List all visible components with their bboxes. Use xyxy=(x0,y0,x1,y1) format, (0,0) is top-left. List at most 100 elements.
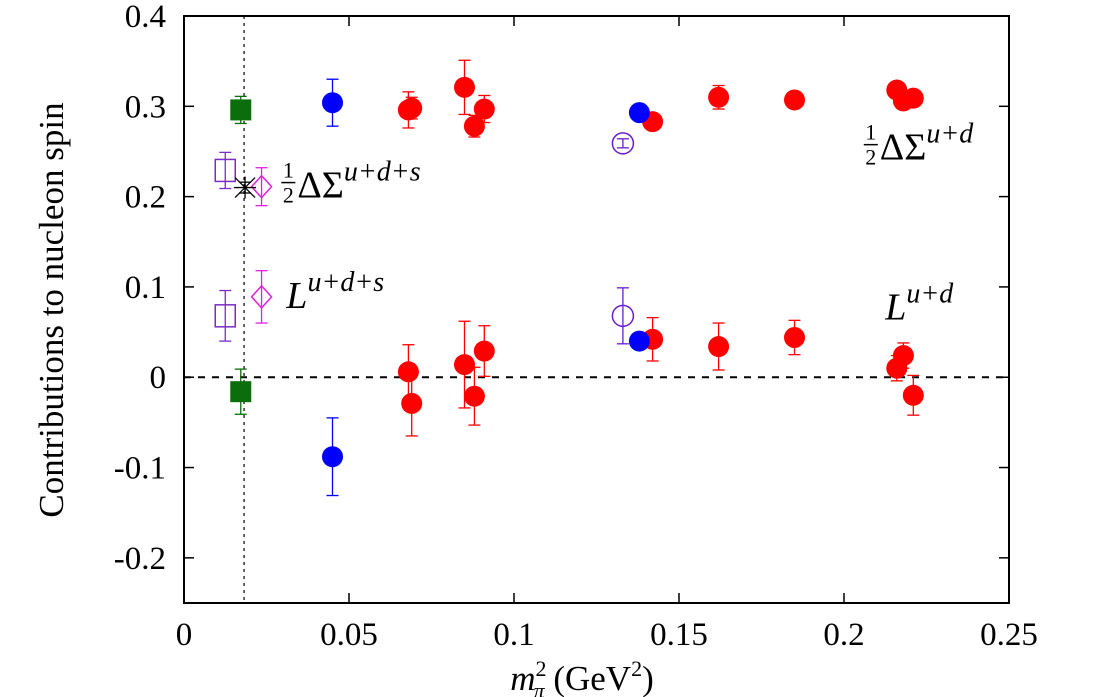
marker-circle xyxy=(708,86,730,108)
y-tick-label: -0.1 xyxy=(114,451,166,487)
marker-circle xyxy=(397,361,419,383)
data-point xyxy=(708,84,730,110)
annotation-superscript: u+d xyxy=(926,119,974,150)
fraction-numerator: 1 xyxy=(865,120,876,145)
data-point xyxy=(611,287,635,345)
marker-circle xyxy=(463,385,485,407)
annotation-text: Lu+d xyxy=(884,279,954,329)
data-point xyxy=(454,59,475,116)
data-point xyxy=(628,102,650,124)
x-axis: 0 0.05 0.1 0.15 0.2 0.25 xyxy=(176,16,1038,653)
data-point xyxy=(322,417,343,497)
data-point xyxy=(401,96,423,120)
plot-border xyxy=(183,15,1010,604)
series-magenta-open-diamonds xyxy=(250,167,273,324)
y-tick-label: 0 xyxy=(150,360,167,396)
data-point xyxy=(628,330,650,352)
x-axis-title-units: (GeV xyxy=(545,659,632,697)
marker-star-d2 xyxy=(234,177,256,199)
series-green-filled-squares xyxy=(230,95,252,415)
data-point xyxy=(463,114,485,138)
x-axis-title-sup: 2 xyxy=(536,656,547,681)
data-point xyxy=(892,342,914,369)
annotation-main: ΔΣ xyxy=(297,165,344,207)
annotation-main: L xyxy=(884,287,906,329)
fraction-denominator: 2 xyxy=(283,183,294,208)
data-point xyxy=(784,319,805,356)
data-point xyxy=(902,87,924,109)
annotation-label: 12 ΔΣu+d+s xyxy=(281,157,421,208)
data-point xyxy=(230,95,252,125)
data-point xyxy=(708,322,730,371)
x-tick-label: 0.25 xyxy=(980,617,1038,653)
data-point xyxy=(473,325,495,377)
data-point xyxy=(322,78,343,127)
x-axis-title-base: m xyxy=(510,659,535,697)
marker-circle xyxy=(322,92,343,114)
annotation-main: L xyxy=(285,275,307,317)
x-tick-label: 0.15 xyxy=(650,617,708,653)
annotation-main: ΔΣ xyxy=(880,127,927,169)
marker-circle xyxy=(628,330,650,352)
y-tick-label: 0.1 xyxy=(125,270,166,306)
marker-circle xyxy=(708,336,730,358)
data-point xyxy=(214,151,236,190)
annotation-label: Lu+d xyxy=(884,279,954,329)
annotation-label: Lu+d+s xyxy=(285,267,384,317)
y-axis: -0.2 -0.1 0 0.1 0.2 0.3 0.4 xyxy=(114,0,1009,577)
marker-circle xyxy=(902,384,924,406)
marker-circle xyxy=(463,115,485,137)
marker-circle xyxy=(322,446,343,468)
data-point xyxy=(214,289,236,342)
marker-circle xyxy=(784,326,805,348)
marker-square xyxy=(230,381,252,403)
annotation-superscript: u+d xyxy=(906,279,954,310)
marker-circle xyxy=(902,87,924,109)
data-point xyxy=(463,366,485,426)
series-blue-filled-circles xyxy=(322,78,650,497)
data-point xyxy=(784,89,805,111)
marker-square xyxy=(230,99,252,121)
data-point xyxy=(454,320,475,409)
x-axis-title: m2 π (GeV2) xyxy=(510,656,653,697)
annotation-superscript: u+d+s xyxy=(344,157,421,188)
series-purple-open-circles xyxy=(611,132,635,345)
x-axis-title-units-sup: 2 xyxy=(631,656,642,681)
fraction-numerator: 1 xyxy=(283,158,294,183)
annotation-superscript: u+d+s xyxy=(307,267,384,298)
data-point xyxy=(397,344,419,400)
x-tick-label: 0.05 xyxy=(320,617,378,653)
marker-circle xyxy=(473,98,495,120)
annotations: 12 ΔΣu+d+sLu+d+s12 ΔΣu+dLu+d xyxy=(281,119,974,329)
y-tick-label: 0.3 xyxy=(125,89,166,125)
annotation-label: 12 ΔΣu+d xyxy=(863,119,974,170)
x-axis-title-sub: π xyxy=(534,678,546,697)
x-tick-label: 0 xyxy=(176,617,193,653)
marker-circle xyxy=(454,354,475,376)
marker-open-circle xyxy=(611,304,635,328)
marker-open-square xyxy=(214,158,236,183)
annotation-text: ΔΣu+d xyxy=(880,119,974,169)
annotation-text: ΔΣu+d+s xyxy=(297,157,420,207)
y-axis-title: Contributions to nucleon spin xyxy=(32,102,71,517)
marker-circle xyxy=(473,340,495,362)
x-tick-label: 0.2 xyxy=(823,617,864,653)
marker-open-square xyxy=(214,304,236,328)
marker-circle xyxy=(892,345,914,367)
data-point xyxy=(401,370,423,437)
marker-open-circle xyxy=(611,132,635,155)
data-point xyxy=(234,176,257,199)
plot-frame xyxy=(183,15,1010,604)
fraction-denominator: 2 xyxy=(865,145,876,170)
reference-lines xyxy=(184,16,1009,603)
series-purple-open-squares xyxy=(214,151,236,342)
y-tick-label: 0.2 xyxy=(125,180,166,216)
marker-open-diamond xyxy=(250,284,273,309)
data-point xyxy=(250,167,273,207)
marker-circle xyxy=(454,76,475,98)
y-tick-label: -0.2 xyxy=(114,541,166,577)
marker-circle xyxy=(401,97,423,119)
x-tick-label: 0.1 xyxy=(493,617,534,653)
data-points xyxy=(214,59,924,497)
